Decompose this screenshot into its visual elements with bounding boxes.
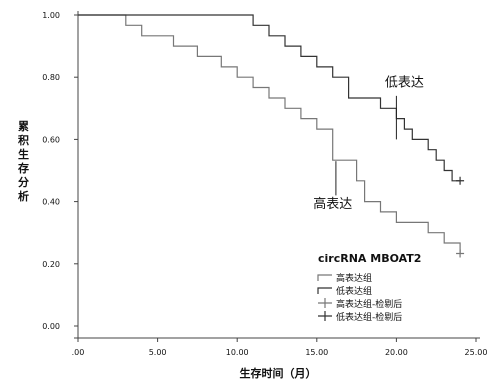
legend-swatch [318, 311, 332, 321]
censor-mark [456, 176, 465, 185]
x-tick-label: .00 [72, 348, 85, 357]
y-tick-label: 0.80 [42, 73, 60, 82]
y-tick-label: 0.40 [42, 198, 60, 207]
y-tick-label: 0.20 [42, 260, 60, 269]
x-tick-label: 10.00 [226, 348, 249, 357]
x-tick-label: 15.00 [305, 348, 328, 357]
legend-entry-label: 低表达组-检剔后 [336, 311, 402, 323]
series-line-2 [78, 14, 461, 182]
legend-entry-label: 低表达组 [336, 285, 372, 297]
series-line-1 [78, 14, 461, 254]
annotation-label: 高表达 [313, 196, 352, 212]
x-tick-label: 5.00 [149, 348, 167, 357]
series-group [78, 14, 465, 258]
y-axis-title: 累积生存分析 [18, 120, 29, 203]
legend-swatch [318, 298, 332, 308]
legend-swatch [317, 274, 332, 281]
censor-mark [456, 249, 465, 258]
legend-entry-label: 高表达组 [336, 272, 372, 284]
x-tick-label: 25.00 [465, 348, 488, 357]
legend-title: circRNA MBOAT2 [318, 252, 421, 265]
annotation-label: 低表达 [385, 76, 424, 91]
axes: 0.00 0.20 0.40 0.60 0.80 1.00 .00 5.00 10.00 15.0… [18, 11, 487, 380]
legend-swatch [317, 287, 332, 294]
x-axis-title: 生存时间（月） [240, 366, 317, 380]
legend-entry-label: 高表达组-检剔后 [336, 298, 402, 310]
y-tick-label: 0.00 [42, 322, 60, 331]
x-tick-label: 20.00 [385, 348, 408, 357]
y-tick-label: 1.00 [42, 11, 60, 20]
y-tick-label: 0.60 [42, 135, 60, 144]
